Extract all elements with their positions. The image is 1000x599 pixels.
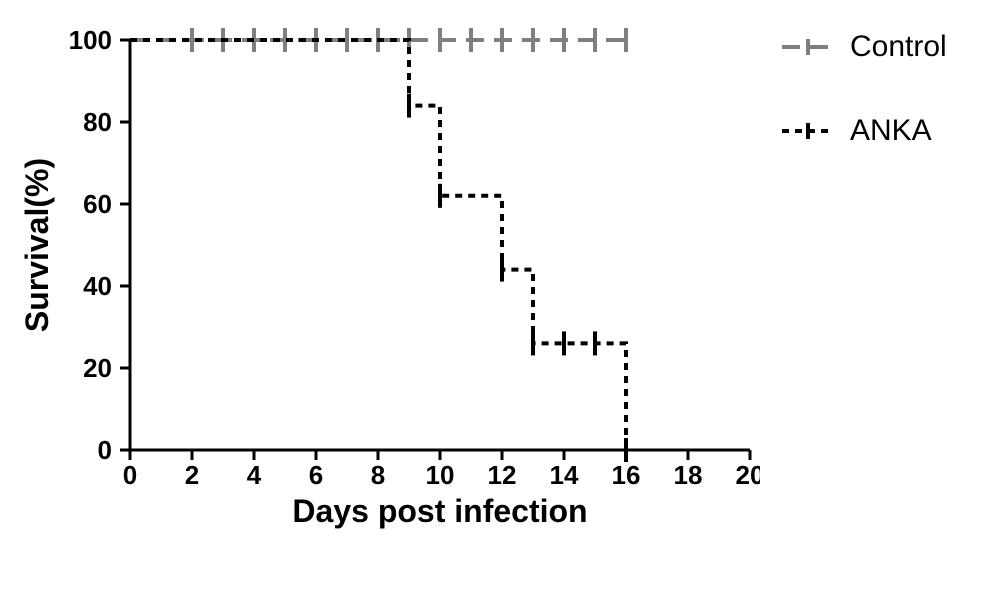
survival-chart: 0 2 4 6 8 10 12 14 16 18 20 0 20 40 60 80 100 Days post i…	[20, 20, 1000, 579]
svg-text:60: 60	[83, 189, 112, 219]
plot-area: 0 2 4 6 8 10 12 14 16 18 20 0 20 40 60 80 100 Days post i…	[20, 20, 760, 540]
legend-swatch-anka	[780, 119, 836, 143]
svg-text:8: 8	[371, 460, 385, 490]
svg-text:12: 12	[488, 460, 517, 490]
svg-text:10: 10	[426, 460, 455, 490]
svg-text:6: 6	[309, 460, 323, 490]
svg-text:14: 14	[550, 460, 579, 490]
legend-item-control: Control	[780, 30, 947, 64]
svg-text:0: 0	[98, 435, 112, 465]
legend-item-anka: ANKA	[780, 114, 947, 148]
svg-text:0: 0	[123, 460, 137, 490]
chart-svg: 0 2 4 6 8 10 12 14 16 18 20 0 20 40 60 80 100 Days post i…	[20, 20, 760, 540]
svg-text:40: 40	[83, 271, 112, 301]
legend-label-anka: ANKA	[850, 114, 932, 148]
svg-text:16: 16	[612, 460, 641, 490]
svg-text:2: 2	[185, 460, 199, 490]
svg-text:4: 4	[247, 460, 262, 490]
legend-swatch-control	[780, 35, 836, 59]
svg-text:Survival(%): Survival(%)	[20, 158, 55, 332]
svg-text:80: 80	[83, 107, 112, 137]
svg-text:Days post infection: Days post infection	[292, 493, 587, 529]
legend-label-control: Control	[850, 30, 947, 64]
svg-text:100: 100	[69, 25, 112, 55]
svg-text:20: 20	[736, 460, 760, 490]
svg-text:20: 20	[83, 353, 112, 383]
legend: Control ANKA	[780, 30, 947, 148]
svg-text:18: 18	[674, 460, 703, 490]
